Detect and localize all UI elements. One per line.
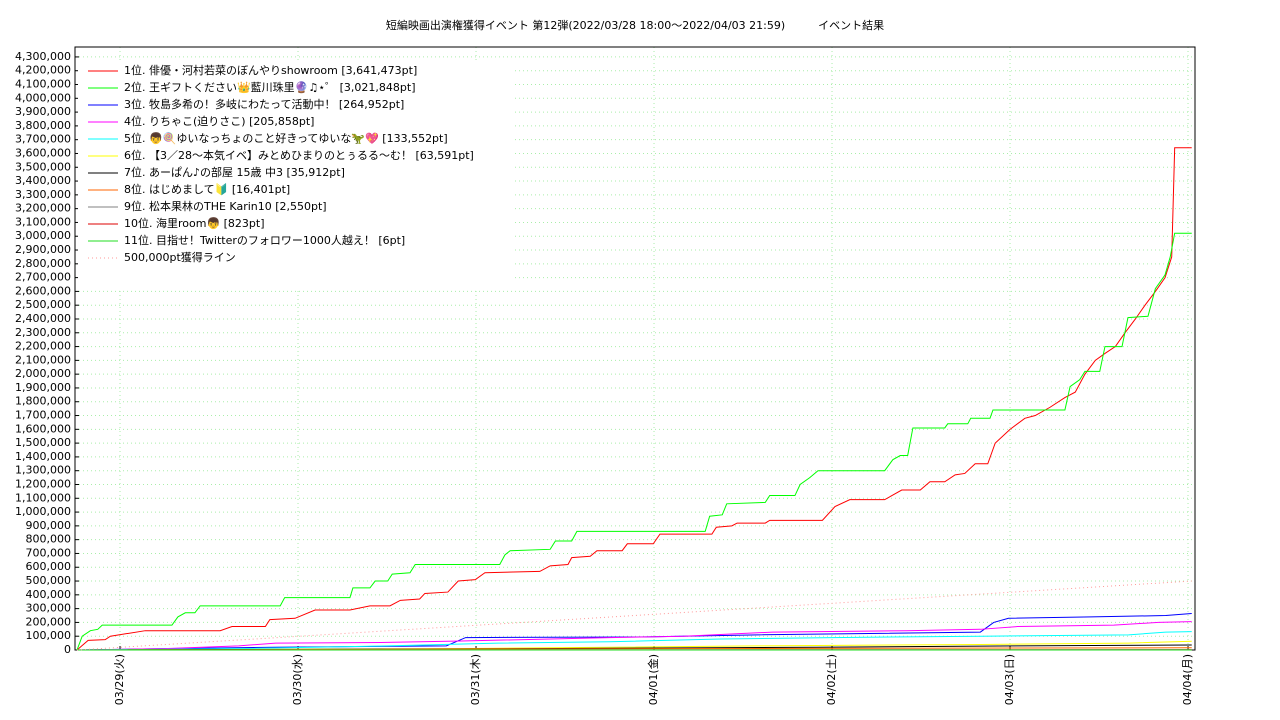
y-tick-label: 1,800,000 xyxy=(15,395,71,408)
y-tick-label: 2,600,000 xyxy=(15,284,71,297)
y-tick-label: 1,900,000 xyxy=(15,381,71,394)
y-tick-label: 300,000 xyxy=(26,602,72,615)
y-tick-label: 200,000 xyxy=(26,615,72,628)
series-line xyxy=(76,631,1192,651)
y-tick-label: 900,000 xyxy=(26,519,72,532)
legend-label: 6位. 【3／28〜本気イベ】みとめひまりのとぅるる〜む！ [63,591pt] xyxy=(124,148,474,162)
legend-label: 9位. 松本果林のTHE Karin10 [2,550pt] xyxy=(124,199,327,213)
y-tick-label: 2,700,000 xyxy=(15,271,71,284)
y-tick-label: 1,000,000 xyxy=(15,505,71,518)
y-tick-label: 2,300,000 xyxy=(15,326,71,339)
legend-label: 2位. 王ギフトください👑藍川珠里🔮♫⋆゜ [3,021,848pt] xyxy=(124,80,416,94)
y-tick-label: 1,300,000 xyxy=(15,464,71,477)
x-tick-label: 03/29(火) xyxy=(113,654,126,705)
legend-label: 3位. 牧島多希の！多岐にわたって活動中！ [264,952pt] xyxy=(124,97,404,111)
y-tick-label: 2,800,000 xyxy=(15,257,71,270)
y-tick-label: 4,000,000 xyxy=(15,91,71,104)
y-tick-label: 100,000 xyxy=(26,629,72,642)
y-tick-label: 4,300,000 xyxy=(15,50,71,63)
x-tick-label: 04/01(金) xyxy=(646,654,660,705)
legend-label: 11位. 目指せ！Twitterのフォロワー1000人越え！ [6pt] xyxy=(124,233,405,247)
legend-label: 500,000pt獲得ライン xyxy=(124,251,236,264)
y-tick-label: 1,100,000 xyxy=(15,491,71,504)
x-tick-label: 04/02(土) xyxy=(825,654,838,705)
y-tick-label: 3,600,000 xyxy=(15,146,71,159)
y-tick-label: 2,100,000 xyxy=(15,353,71,366)
y-tick-label: 500,000 xyxy=(26,574,72,587)
y-tick-label: 2,900,000 xyxy=(15,243,71,256)
chart-title: 短編映画出演権獲得イベント 第12弾(2022/03/28 18:00～2022… xyxy=(386,18,884,32)
y-tick-label: 800,000 xyxy=(26,533,72,546)
y-tick-label: 400,000 xyxy=(26,588,72,601)
y-tick-label: 1,200,000 xyxy=(15,477,71,490)
y-tick-label: 3,500,000 xyxy=(15,160,71,173)
series-line xyxy=(76,147,1192,651)
y-tick-label: 2,200,000 xyxy=(15,340,71,353)
y-tick-label: 1,500,000 xyxy=(15,436,71,449)
legend-label: 1位. 俳優・河村若菜のぼんやりshowroom [3,641,473pt] xyxy=(124,63,417,77)
y-tick-label: 3,000,000 xyxy=(15,229,71,242)
legend-label: 10位. 海里room👦 [823pt] xyxy=(124,216,265,230)
y-tick-label: 4,200,000 xyxy=(15,64,71,77)
y-tick-label: 2,400,000 xyxy=(15,312,71,325)
y-tick-label: 2,500,000 xyxy=(15,298,71,311)
y-tick-label: 3,700,000 xyxy=(15,133,71,146)
y-tick-label: 3,100,000 xyxy=(15,215,71,228)
legend-label: 5位. 👦🍭ゆいなっちょのこと好きってゆいな🦖💖 [133,552pt] xyxy=(124,131,448,145)
legend-label: 7位. あーぱん♪の部屋 15歳 中3 [35,912pt] xyxy=(124,165,345,179)
x-tick-label: 04/04(月) xyxy=(1181,654,1194,705)
y-tick-label: 4,100,000 xyxy=(15,78,71,91)
x-tick-label: 03/31(木) xyxy=(469,654,482,705)
y-tick-label: 600,000 xyxy=(26,560,72,573)
y-tick-label: 3,900,000 xyxy=(15,105,71,118)
series-line xyxy=(76,621,1192,651)
x-tick-label: 04/03(日) xyxy=(1003,654,1016,705)
legend-label: 4位. りちゃこ(迫りさこ) [205,858pt] xyxy=(124,114,314,128)
x-tick-label: 03/30(水) xyxy=(291,654,304,705)
y-tick-label: 3,200,000 xyxy=(15,202,71,215)
y-tick-label: 0 xyxy=(64,643,71,656)
y-tick-label: 3,400,000 xyxy=(15,174,71,187)
y-tick-label: 2,000,000 xyxy=(15,367,71,380)
y-tick-label: 1,600,000 xyxy=(15,422,71,435)
y-tick-label: 700,000 xyxy=(26,546,72,559)
legend-label: 8位. はじめまして🔰 [16,401pt] xyxy=(124,182,290,196)
legend-box xyxy=(78,60,514,290)
series-line xyxy=(76,232,1192,651)
y-tick-label: 1,700,000 xyxy=(15,409,71,422)
y-tick-label: 3,800,000 xyxy=(15,119,71,132)
y-tick-label: 3,300,000 xyxy=(15,188,71,201)
series-line xyxy=(76,580,1192,651)
y-tick-label: 1,400,000 xyxy=(15,450,71,463)
